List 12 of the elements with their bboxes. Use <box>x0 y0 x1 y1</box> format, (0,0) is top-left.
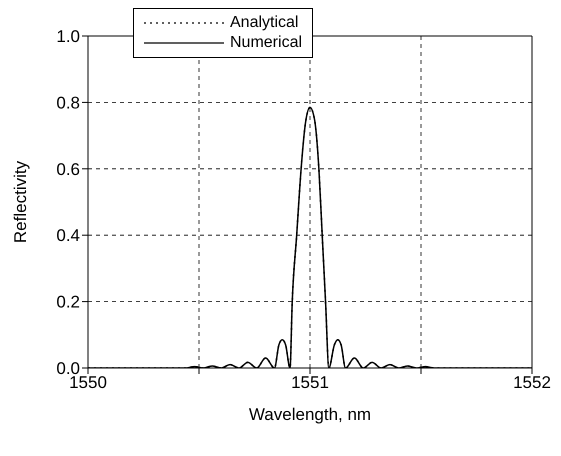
y-tick-label: 0.8 <box>56 93 80 112</box>
x-tick-label: 1550 <box>69 373 107 392</box>
x-tick-label: 1552 <box>513 373 551 392</box>
legend-label: Numerical <box>230 33 302 53</box>
legend-label: Analytical <box>230 13 298 33</box>
x-axis-title: Wavelength, nm <box>248 405 372 424</box>
y-axis-title: Reflectivity <box>11 160 30 244</box>
y-tick-label: 0.6 <box>56 160 80 179</box>
y-tick-label: 0.4 <box>56 226 80 246</box>
y-tick-label: 0.2 <box>56 292 80 312</box>
x-tick-label: 1551 <box>291 373 329 392</box>
y-tick-label: 1.0 <box>56 27 80 46</box>
